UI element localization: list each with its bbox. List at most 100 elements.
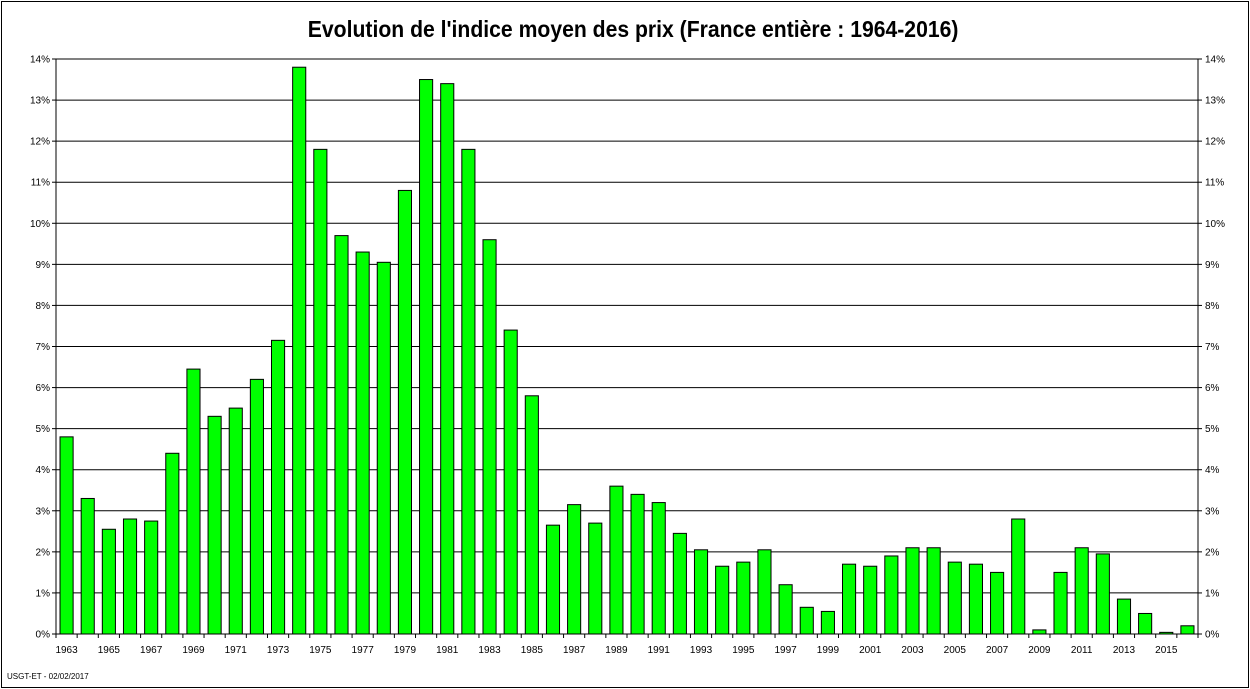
y-tick-label-right: 5% (1205, 424, 1220, 435)
x-tick-label: 1963 (55, 645, 78, 656)
chart-title: Evolution de l'indice moyen des prix (Fr… (307, 16, 959, 42)
x-tick-label: 2007 (986, 645, 1009, 656)
x-tick-label: 1965 (98, 645, 121, 656)
bar (419, 79, 434, 635)
x-tick-label: 1983 (478, 645, 501, 656)
bar (567, 504, 582, 635)
y-tick-label-left: 6% (36, 383, 51, 394)
bar (630, 493, 645, 635)
bar (461, 148, 476, 635)
bar (799, 606, 814, 635)
y-tick-label-right: 7% (1205, 342, 1220, 353)
x-tick-label: 1999 (817, 645, 840, 656)
bar (1138, 612, 1153, 635)
x-tick-label: 2005 (944, 645, 967, 656)
x-tick-label: 1991 (648, 645, 671, 656)
bar (1074, 547, 1089, 635)
y-tick-label-right: 0% (1205, 630, 1220, 641)
x-tick-label: 2003 (901, 645, 924, 656)
y-tick-label-right: 11% (1205, 178, 1224, 189)
x-tick-label: 1977 (352, 645, 375, 656)
bar (355, 251, 370, 635)
bar (270, 339, 286, 635)
bar (990, 571, 1005, 635)
bar (651, 502, 666, 635)
bar (820, 610, 835, 635)
y-tick-label-left: 3% (36, 506, 51, 517)
bar (693, 549, 709, 635)
x-tick-label: 1975 (309, 645, 332, 656)
y-tick-label-right: 14% (1205, 55, 1225, 66)
bar (249, 378, 264, 635)
x-tick-label: 1995 (732, 645, 755, 656)
bar (588, 522, 603, 635)
x-tick-label: 2015 (1155, 645, 1178, 656)
x-tick-label: 1993 (690, 645, 713, 656)
bar (165, 452, 180, 635)
bar (926, 547, 941, 635)
y-tick-label-left: 9% (36, 260, 51, 271)
y-tick-label-left: 11% (31, 178, 50, 189)
y-tick-label-right: 3% (1205, 506, 1220, 517)
y-tick-label-left: 7% (36, 342, 51, 353)
bar (545, 524, 561, 635)
bar (1116, 598, 1132, 635)
y-tick-label-right: 10% (1205, 219, 1225, 230)
y-tick-label-right: 2% (1205, 547, 1220, 558)
bar (292, 66, 307, 635)
bar (609, 485, 624, 635)
bar (101, 528, 116, 635)
y-tick-label-left: 5% (36, 424, 51, 435)
y-tick-label-left: 2% (36, 547, 51, 558)
y-tick-label-left: 13% (30, 96, 50, 107)
bar (313, 148, 328, 635)
bar (186, 368, 201, 635)
bar (1095, 553, 1110, 635)
bar (672, 532, 687, 635)
y-tick-label-left: 10% (30, 219, 50, 230)
x-tick-label: 1989 (605, 645, 628, 656)
bar (482, 239, 497, 635)
x-tick-label: 2009 (1028, 645, 1051, 656)
x-tick-label: 2011 (1071, 645, 1093, 656)
bar (122, 518, 138, 635)
y-tick-label-left: 1% (36, 588, 51, 599)
bar (207, 415, 222, 635)
bar (59, 436, 74, 635)
x-tick-label: 1973 (267, 645, 290, 656)
bar (440, 83, 455, 635)
chart-footer: USGT-ET - 02/02/2017 (7, 672, 89, 681)
bar (947, 561, 962, 635)
bar (905, 547, 920, 635)
bar (715, 565, 730, 635)
bar (228, 407, 243, 635)
x-tick-label: 1971 (225, 645, 248, 656)
x-tick-label: 1985 (521, 645, 544, 656)
bar (503, 329, 518, 635)
x-tick-label: 2013 (1113, 645, 1136, 656)
bar (968, 563, 984, 635)
x-tick-label: 1979 (394, 645, 417, 656)
y-tick-label-right: 4% (1205, 465, 1220, 476)
y-tick-label-right: 8% (1205, 301, 1220, 312)
x-tick-label: 1981 (436, 645, 459, 656)
x-tick-label: 2001 (859, 645, 882, 656)
bar (524, 395, 539, 635)
bar (334, 235, 349, 635)
y-tick-label-right: 12% (1205, 137, 1225, 148)
x-tick-label: 1997 (774, 645, 797, 656)
y-tick-label-right: 1% (1205, 588, 1220, 599)
y-tick-label-left: 8% (36, 301, 51, 312)
bar (736, 561, 751, 635)
bar (144, 520, 159, 635)
bar (1180, 625, 1195, 635)
y-tick-label-left: 4% (36, 465, 51, 476)
x-tick-label: 1987 (563, 645, 586, 656)
y-tick-label-left: 0% (36, 630, 51, 641)
y-tick-label-right: 13% (1205, 96, 1225, 107)
bar (80, 497, 95, 635)
y-tick-label-right: 9% (1205, 260, 1220, 271)
y-tick-label-left: 12% (30, 137, 50, 148)
